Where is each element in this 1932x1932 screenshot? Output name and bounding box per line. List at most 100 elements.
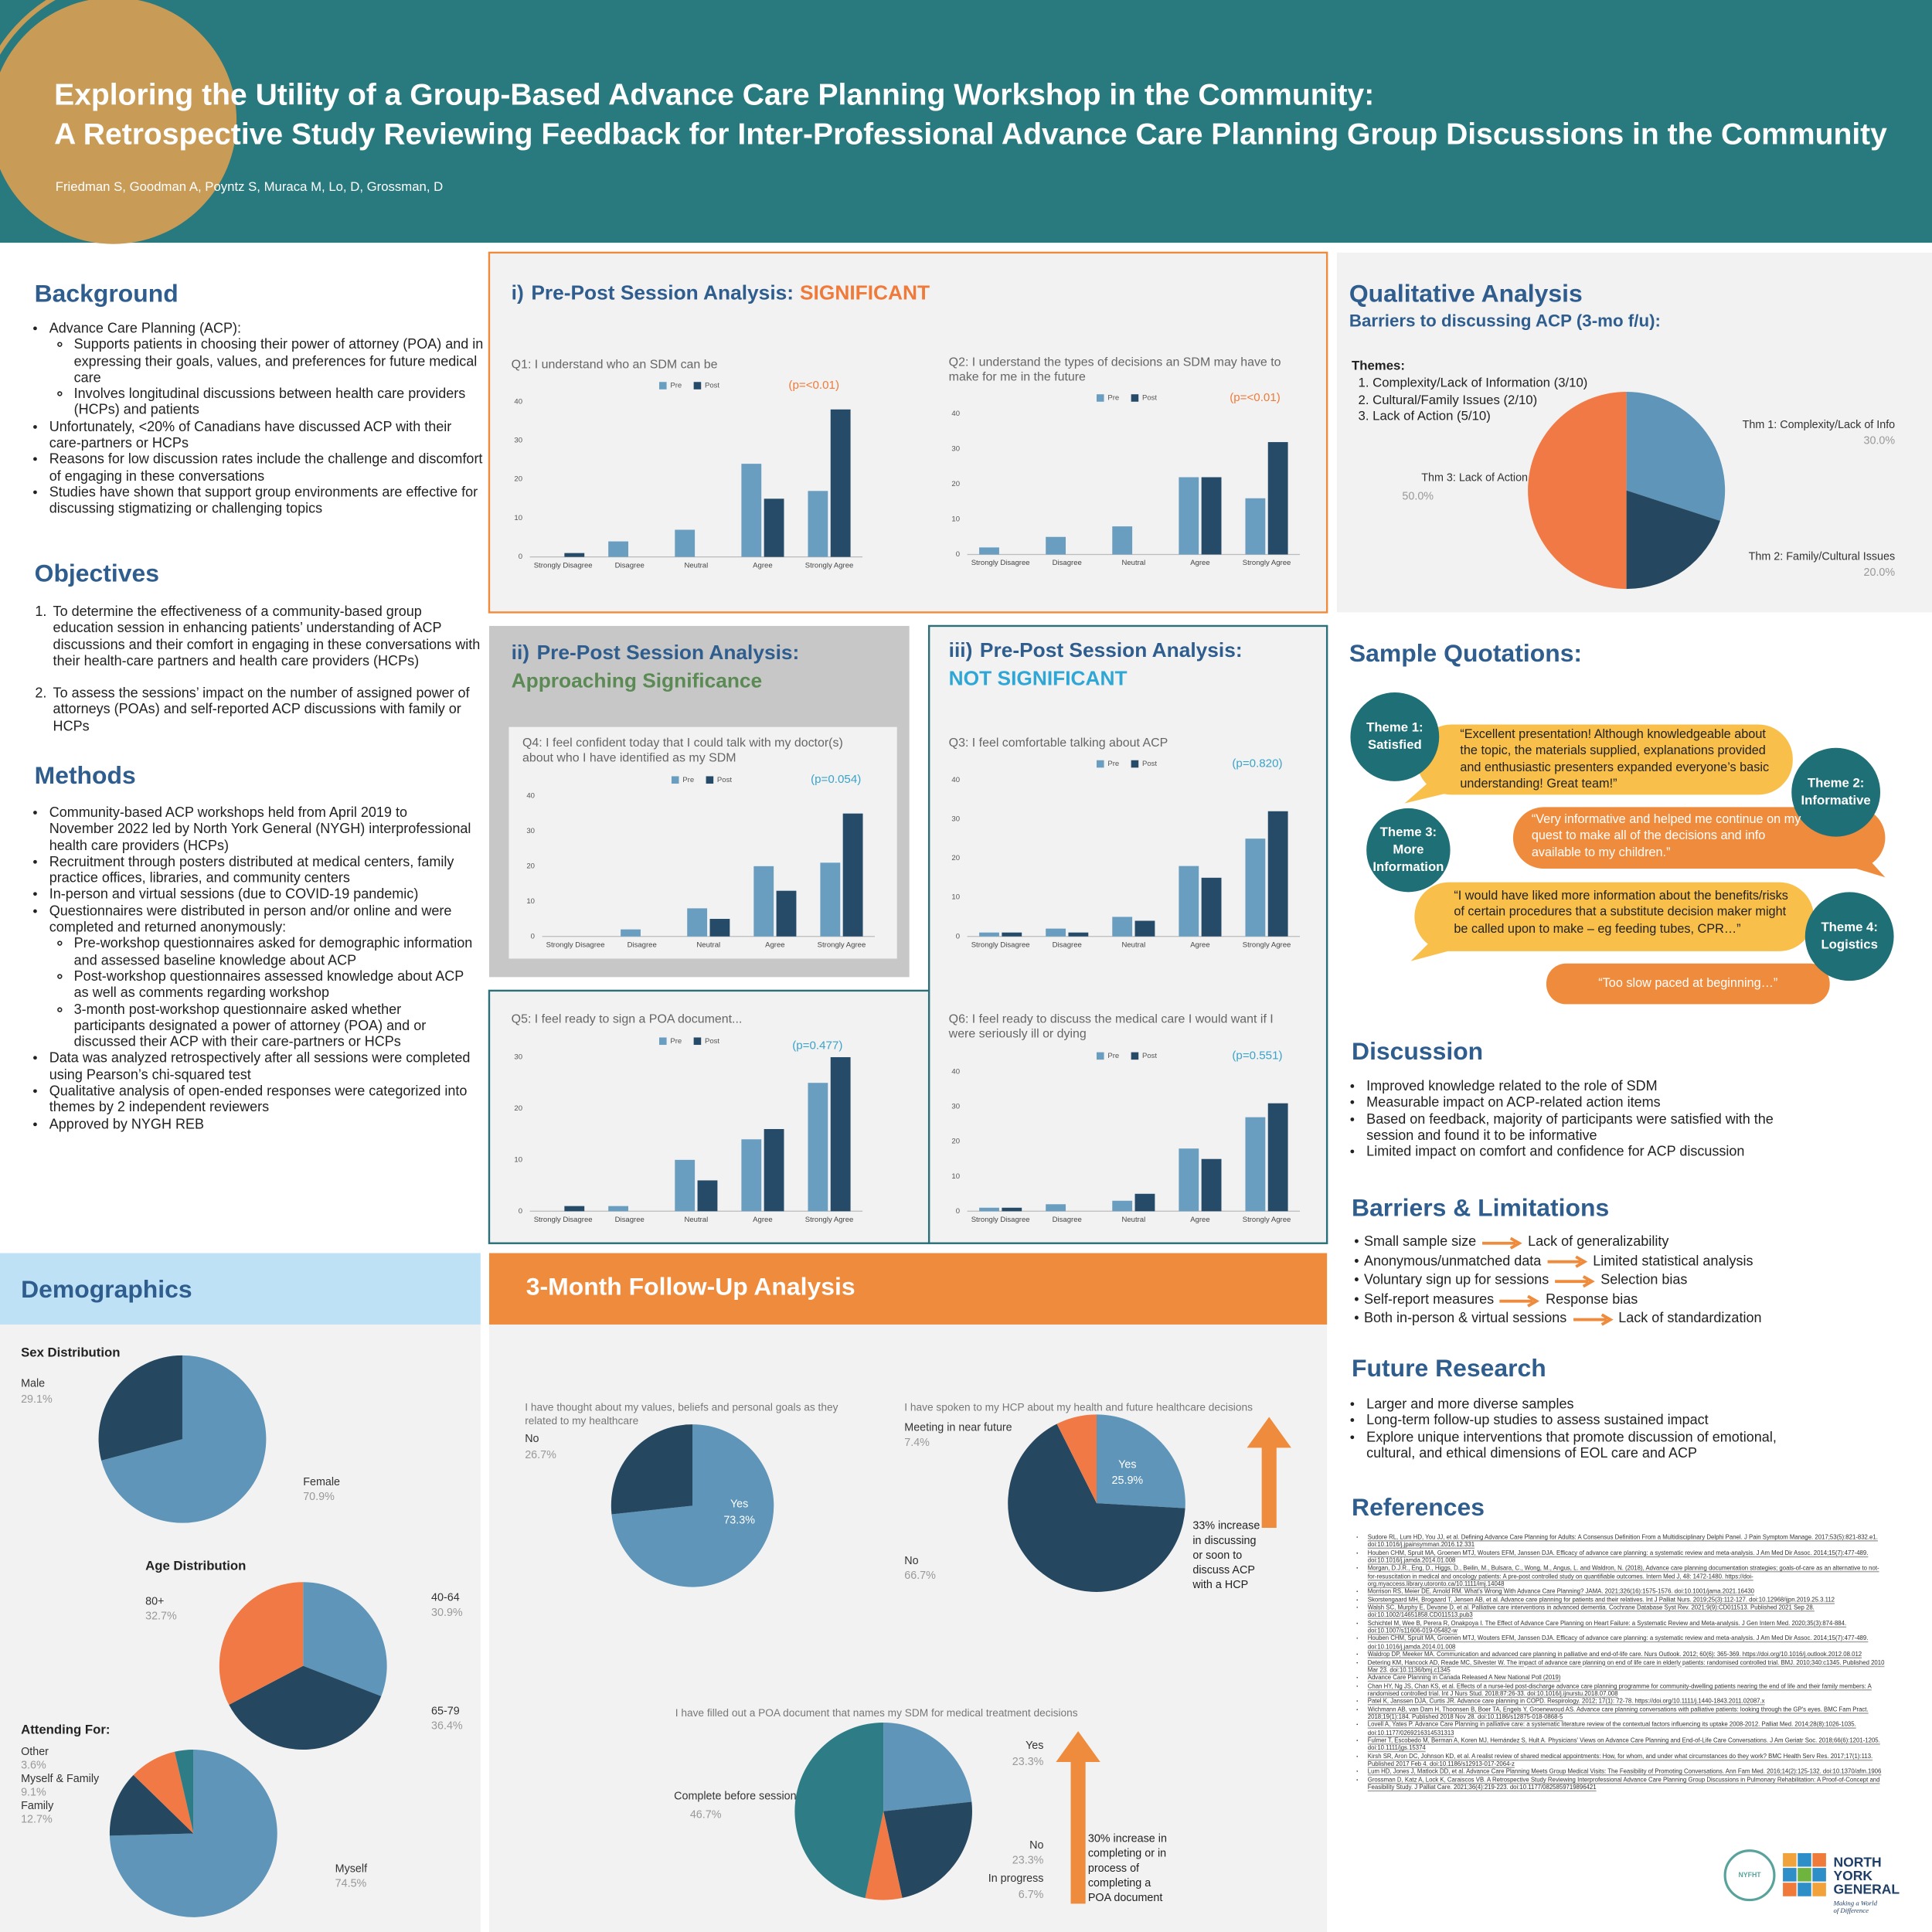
bar xyxy=(764,1128,784,1212)
legend-swatch xyxy=(1097,394,1104,402)
quote-bubble xyxy=(1417,724,1793,795)
pie-value-label: 23.3% xyxy=(1012,1854,1044,1866)
legend-swatch xyxy=(1097,1052,1104,1060)
x-tick-label: Strongly Agree xyxy=(818,940,866,949)
pie-label: Meeting in near future xyxy=(904,1422,1012,1434)
bullet-text: Community-based ACP workshops held from … xyxy=(49,805,471,854)
panel-label: i) xyxy=(511,282,524,304)
section-heading: Sample Quotations: xyxy=(1349,641,1583,668)
bullet-list: Larger and more diverse samplesLong-term… xyxy=(1354,1397,1798,1463)
pie-value-label: 9.1% xyxy=(21,1787,46,1799)
pie-label: Other xyxy=(21,1746,49,1758)
bar xyxy=(1068,932,1089,937)
annotation: (p=0.820) xyxy=(1232,757,1282,770)
legend-swatch xyxy=(671,776,679,784)
pie-value-label: 29.1% xyxy=(21,1393,53,1406)
y-tick-label: 20 xyxy=(514,475,522,484)
authors: Friedman S, Goodman A, Poyntz S, Muraca … xyxy=(55,179,444,195)
quote-bubble xyxy=(1546,963,1830,1005)
nyfht-logo xyxy=(1723,1849,1776,1902)
x-tick-label: Disagree xyxy=(1053,940,1082,949)
x-tick-label: Strongly Agree xyxy=(1243,940,1291,949)
pie-slice xyxy=(1097,1414,1185,1509)
annotation: (p=<0.01) xyxy=(1230,391,1281,404)
bar xyxy=(1134,920,1155,937)
legend-swatch xyxy=(1131,1052,1139,1060)
arrow xyxy=(1555,1275,1595,1288)
y-tick-label: 0 xyxy=(531,932,535,940)
y-tick-label: 0 xyxy=(956,1207,960,1216)
pie-slice xyxy=(133,1751,194,1834)
bullet-item: Lovell A, Yates P. Advance Care Planning… xyxy=(1368,1723,1886,1738)
bar xyxy=(764,498,784,557)
y-tick-label: 40 xyxy=(951,1068,960,1077)
bullet: • xyxy=(1354,1311,1359,1327)
pie-label: Complete before session xyxy=(674,1790,797,1802)
header-arc xyxy=(0,0,56,56)
x-tick-label: Strongly Disagree xyxy=(534,561,593,570)
pie-value-label: 7.4% xyxy=(904,1437,930,1449)
barrier-row: • Voluntary sign up for sessions Selection… xyxy=(1354,1272,1761,1291)
bullet-item: Chan HY, Ng JS, Chan KS, et al. Effects … xyxy=(1368,1684,1886,1699)
bullet-item: Improved knowledge related to the role o… xyxy=(1366,1080,1798,1096)
pie-slice xyxy=(883,1722,972,1811)
bullet-item: Data was analyzed retrospectively after … xyxy=(49,1052,474,1084)
bullet-list: Advance Care Planning (ACP):Supports pat… xyxy=(37,321,487,518)
quote: “I would have liked more information abo… xyxy=(1454,889,1788,937)
bullet-item: Waldrop DP, Meeker MA. Communication and… xyxy=(1368,1652,1886,1660)
followup-header xyxy=(488,1253,1328,1325)
quote: “Very informative and helped me continue… xyxy=(1531,813,1801,860)
bullet-list: Improved knowledge related to the role o… xyxy=(1354,1080,1798,1162)
x-tick-label: Strongly Disagree xyxy=(971,940,1030,949)
pie-label: No xyxy=(525,1433,539,1445)
y-tick-label: 0 xyxy=(956,932,960,940)
x-tick-label: Agree xyxy=(1190,940,1209,949)
x-tick-label: Strongly Agree xyxy=(805,561,854,570)
annotation: (p=<0.01) xyxy=(788,379,839,392)
bullet-item: Studies have shown that support group en… xyxy=(49,485,487,518)
bullet-item: Larger and more diverse samples xyxy=(1366,1397,1798,1413)
pie-value-label: 20.0% xyxy=(1864,566,1896,579)
logo-tagline: of Difference xyxy=(1833,1906,1869,1914)
panel-label: iii) xyxy=(948,639,973,662)
increase-arrow xyxy=(1056,1731,1100,1904)
bar xyxy=(687,908,708,937)
y-tick-label: 10 xyxy=(514,514,522,522)
bullet-text: Recruitment through posters distributed … xyxy=(49,855,454,886)
bullet-item: Explore unique interventions that promot… xyxy=(1366,1430,1798,1462)
pie-slice xyxy=(303,1582,387,1696)
y-tick-label: 20 xyxy=(526,862,535,870)
bullet-item: Wichmann AB, van Dam H, Thoonsen B, Boer… xyxy=(1368,1707,1886,1723)
theme-label: Theme 3: xyxy=(1380,825,1437,839)
barrier-arrow xyxy=(1547,1256,1587,1269)
bar xyxy=(753,866,774,937)
sub-item: Post-workshop questionnaires assessed kn… xyxy=(74,970,474,1002)
chart-title: Q1: I understand who an SDM can be xyxy=(511,358,718,372)
bar xyxy=(1201,477,1222,555)
pie-label: Thm 2: Family/Cultural Issues xyxy=(1749,550,1895,563)
logo-name: NORTH xyxy=(1833,1854,1881,1869)
theme-label: Logistics xyxy=(1821,937,1877,951)
barrier-row: • Small sample size Lack of generalizabili… xyxy=(1354,1233,1761,1253)
title: Exploring the Utility of a Group-Based A… xyxy=(54,79,1375,113)
x-tick-label: Agree xyxy=(1190,1216,1209,1224)
section-heading: Barriers & Limitations xyxy=(1352,1195,1610,1223)
quote-bubble xyxy=(1512,807,1886,869)
logo-name: YORK xyxy=(1833,1868,1872,1883)
bar xyxy=(1046,1204,1066,1212)
x-tick-label: Disagree xyxy=(1053,559,1082,567)
bar xyxy=(820,862,841,937)
x-tick-label: Strongly Disagree xyxy=(534,1216,593,1224)
x-tick-label: Neutral xyxy=(684,1216,708,1224)
barrier-arrow xyxy=(1500,1294,1540,1307)
barrier-cause: Self-report measures xyxy=(1363,1292,1495,1308)
pie-slice xyxy=(1626,392,1726,521)
arrow xyxy=(1547,1256,1587,1269)
theme-label: Theme 1: xyxy=(1366,720,1423,735)
panel-heading: ii) Pre-Post Session Analysis: xyxy=(512,642,800,665)
pie-slice xyxy=(1626,490,1720,590)
pie-slice xyxy=(98,1355,182,1461)
bar xyxy=(608,541,629,557)
theme-label: Theme 2: xyxy=(1808,775,1864,790)
x-tick-label: Strongly Disagree xyxy=(546,940,605,949)
